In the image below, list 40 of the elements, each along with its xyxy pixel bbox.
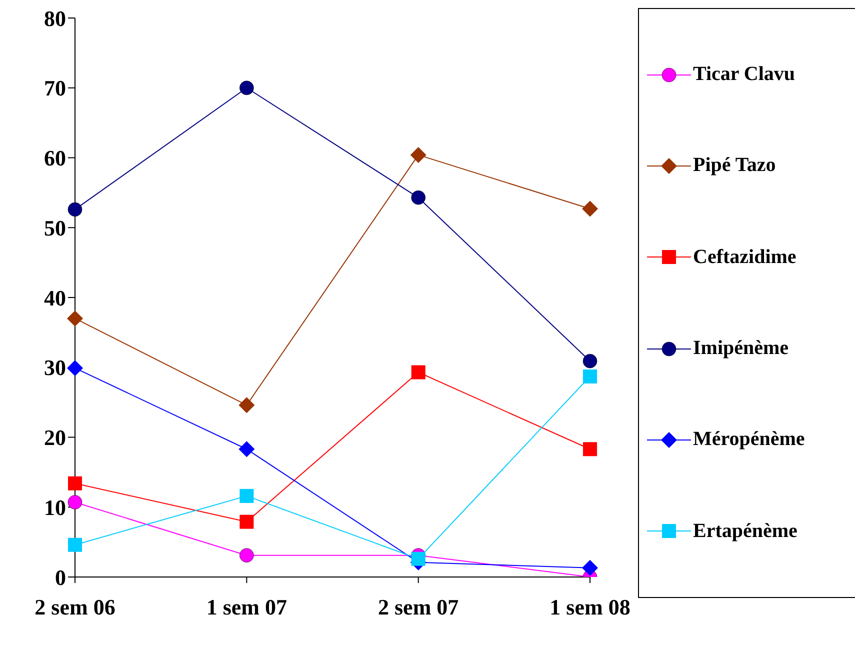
point (411, 552, 426, 566)
point (240, 548, 254, 562)
y-tick-label: 10 (44, 494, 66, 520)
point (68, 476, 82, 490)
point (410, 146, 426, 163)
legend-label: Imipénème (693, 337, 789, 360)
x-tick-label: 2 sem 06 (34, 594, 116, 620)
point (68, 202, 82, 217)
y-tick-label: 30 (44, 355, 66, 380)
point (240, 80, 254, 96)
x-tick-label: 1 sem 08 (550, 594, 630, 620)
point (240, 488, 254, 503)
point (411, 190, 426, 205)
point (68, 538, 82, 552)
point (67, 360, 83, 376)
y-tick-label: 80 (44, 6, 66, 31)
legend-label: Ceftazidime (693, 246, 796, 269)
point (238, 441, 255, 458)
point (240, 514, 254, 529)
point (68, 495, 82, 510)
point (582, 200, 598, 217)
point (583, 369, 597, 384)
y-tick-label: 60 (44, 146, 66, 171)
point (583, 442, 597, 456)
legend-label: Méropénème (693, 428, 805, 452)
legend-label: Ticar Clavu (693, 63, 796, 86)
point (582, 560, 598, 576)
point (67, 310, 83, 326)
y-tick-label: 40 (44, 285, 66, 310)
point (582, 354, 598, 368)
legend-label: Pipé Tazo (693, 154, 776, 178)
legend-label: Ertapénème (693, 520, 798, 543)
y-tick-label: 20 (44, 425, 66, 450)
y-tick-label: 0 (55, 564, 66, 590)
x-tick-label: 1 sem 07 (206, 594, 287, 620)
y-tick-label: 70 (44, 76, 66, 101)
x-tick-label: 2 sem 07 (378, 594, 459, 620)
point (238, 397, 255, 414)
point (411, 365, 426, 380)
y-tick-label: 50 (44, 215, 66, 240)
